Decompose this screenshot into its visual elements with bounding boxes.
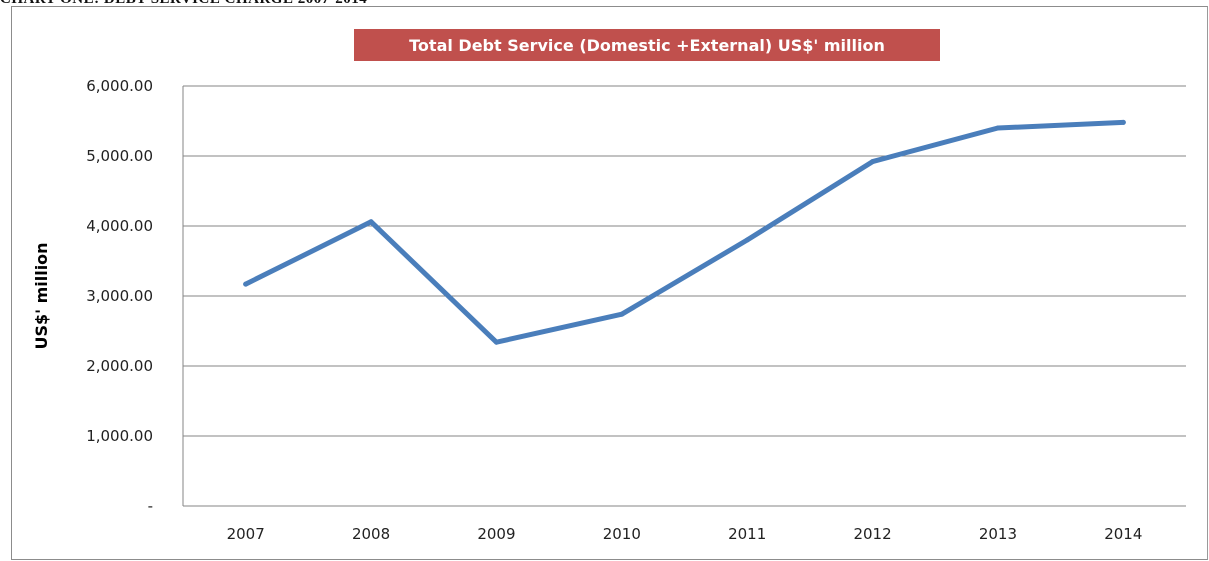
page-heading: CHART ONE: DEBT SERVICE CHARGE 2007-2014	[0, 0, 1209, 11]
data-point	[493, 339, 499, 345]
x-tick-label: 2011	[728, 525, 766, 543]
y-tick-label: 4,000.00	[86, 217, 153, 235]
x-tick-label: 2008	[352, 525, 390, 543]
data-point	[1120, 119, 1126, 125]
data-point	[995, 125, 1001, 131]
x-tick-label: 2014	[1104, 525, 1142, 543]
chart-title: Total Debt Service (Domestic +External) …	[409, 36, 885, 55]
x-tick-label: 2013	[979, 525, 1017, 543]
chart-frame	[11, 6, 1208, 560]
data-point	[368, 219, 374, 225]
x-tick-label: 2009	[477, 525, 515, 543]
x-tick-label: 2010	[603, 525, 641, 543]
y-tick-label: 3,000.00	[86, 287, 153, 305]
chart-title-box	[354, 29, 940, 61]
y-tick-label: 6,000.00	[86, 77, 153, 95]
data-point	[744, 237, 750, 243]
y-axis-label: US$' million	[32, 242, 51, 349]
x-tick-label: 2007	[227, 525, 265, 543]
data-point	[870, 159, 876, 165]
y-tick-label: 5,000.00	[86, 147, 153, 165]
x-tick-label: 2012	[853, 525, 891, 543]
y-tick-label: 1,000.00	[86, 427, 153, 445]
y-tick-label: 2,000.00	[86, 357, 153, 375]
series-line	[243, 119, 1126, 345]
data-point	[619, 311, 625, 317]
y-tick-label: -	[148, 497, 153, 515]
data-point	[243, 281, 249, 287]
